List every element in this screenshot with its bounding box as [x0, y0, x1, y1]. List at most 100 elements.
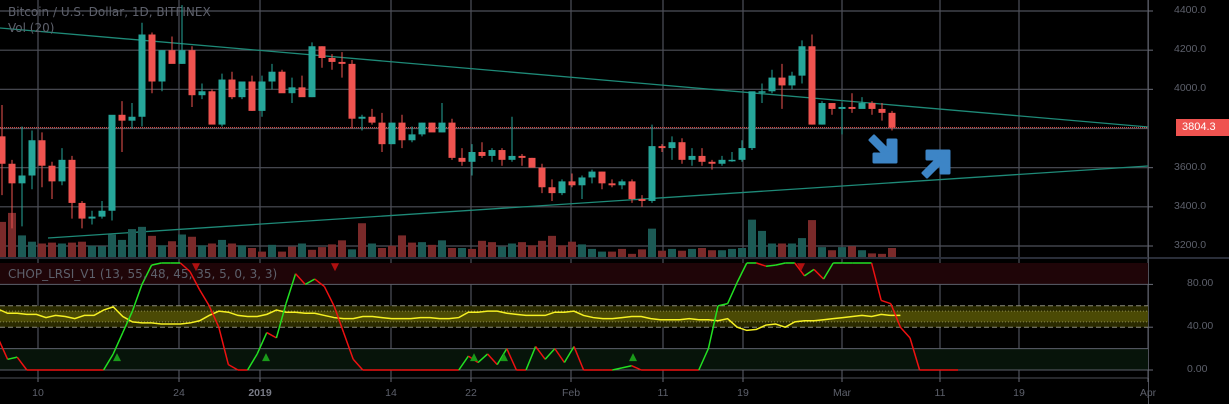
candle-body [268, 71, 276, 82]
price-tick-label: 3200.0 [1174, 239, 1207, 251]
volume-bar [288, 246, 296, 257]
lrsi-segment [218, 327, 230, 365]
candle-body [588, 171, 596, 178]
annotation-arrows[interactable] [868, 134, 951, 179]
candle-body [478, 152, 486, 156]
candle-body [798, 46, 806, 76]
lrsi-segment [266, 331, 277, 339]
lrsi-segment [794, 262, 806, 277]
candle-body [578, 177, 586, 186]
volume-bar [238, 245, 246, 257]
lrsi-segment [295, 273, 306, 285]
indicator-tick-label: 40.00 [1187, 320, 1214, 333]
candle-body [168, 50, 176, 64]
candle-body [718, 159, 726, 164]
volume-bar [738, 248, 746, 257]
volume-bar [128, 229, 136, 257]
lrsi-segment [544, 348, 556, 360]
lrsi-segment [16, 356, 28, 371]
buy-signal-icon [113, 353, 121, 362]
candle-body [108, 114, 116, 211]
candle-body [598, 171, 606, 184]
price-tick-label: 3400.0 [1174, 199, 1207, 212]
volume-bar [218, 239, 226, 257]
lrsi-segment [554, 348, 566, 363]
lrsi-segment [803, 268, 815, 277]
volume-bar [788, 243, 796, 257]
candle-body [728, 159, 736, 162]
candle-body [198, 91, 206, 96]
volume-bar [668, 248, 676, 257]
symbol-title[interactable]: Bitcoin / U.S. Dollar, 1D, BITFINEX [8, 5, 211, 19]
candle-body [778, 77, 786, 86]
volume-bar [68, 242, 76, 257]
chop-band-inner [0, 311, 1148, 322]
time-tick-label: 2019 [248, 387, 272, 399]
volume-bar [578, 244, 586, 257]
candle-body [678, 142, 686, 160]
lrsi-segment [352, 358, 364, 371]
sell-signal-icon [331, 263, 339, 272]
volume-bar [498, 246, 506, 257]
buy-signal-icon [262, 353, 270, 362]
lrsi-segment [563, 346, 575, 363]
candle-body [238, 81, 246, 98]
lrsi-segment [208, 305, 220, 328]
volume-bar [598, 251, 606, 257]
candle-body [528, 157, 536, 168]
lrsi-segment [534, 346, 546, 360]
volume-bar [548, 235, 556, 257]
volume-bar [608, 251, 616, 257]
volume-bar [768, 243, 776, 257]
volume-bar [518, 242, 526, 257]
price-tick-label: 4000.0 [1174, 82, 1207, 95]
volume-bar [658, 250, 666, 257]
lrsi-segment [0, 340, 9, 360]
candle-body [518, 155, 526, 158]
time-tick-label: 22 [465, 387, 477, 399]
lrsi-segment [612, 367, 623, 371]
volume-bar [508, 243, 516, 257]
lrsi-segment [756, 262, 767, 267]
time-tick-label: 19 [1013, 387, 1025, 399]
volume-bar [448, 248, 456, 257]
candle-body [8, 163, 16, 184]
lrsi-segment [228, 363, 239, 371]
lrsi-segment [342, 332, 354, 360]
volume-bar [298, 243, 306, 257]
volume-bar [108, 234, 116, 257]
buy-signal-icon [500, 353, 508, 362]
candle-body [438, 122, 446, 133]
volume-bar [648, 228, 656, 257]
indicator-legend[interactable]: CHOP_LRSI_V1 (13, 55, 48, 45, 35, 5, 0, … [8, 267, 278, 281]
sell-signal-icon [192, 263, 200, 272]
candle-body [308, 46, 316, 98]
volume-bar [678, 250, 686, 257]
candle-body [428, 122, 436, 133]
lrsi-segment [496, 348, 508, 366]
candlesticks [0, 5, 896, 229]
candle-body [748, 91, 756, 149]
candle-body [508, 155, 516, 160]
candle-body [358, 116, 366, 119]
candle-body [68, 159, 76, 203]
lrsi-segment [880, 299, 892, 305]
volume-bar [458, 248, 466, 257]
candle-body [408, 134, 416, 141]
volume-bar [318, 247, 326, 257]
volume-bar [618, 248, 626, 257]
volume-bar [778, 243, 786, 257]
candle-body [128, 116, 136, 121]
lrsi-segment [525, 346, 537, 371]
volume-bar [248, 248, 256, 257]
volume-bar [478, 240, 486, 257]
volume-bar [48, 242, 56, 257]
volume-bar [418, 242, 426, 257]
lrsi-segment [304, 278, 316, 286]
volume-legend[interactable]: Vol (20) [8, 21, 55, 35]
lrsi-segment [899, 326, 911, 339]
candle-body [498, 150, 506, 160]
volume-bar [268, 244, 276, 257]
lrsi-segment [765, 264, 776, 267]
